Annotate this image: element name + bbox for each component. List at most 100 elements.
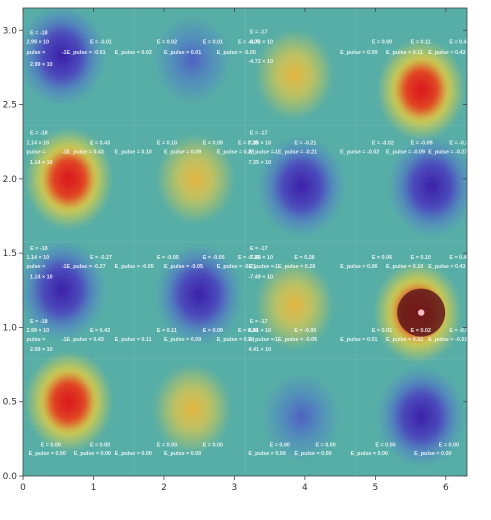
energy-annotation: E_pulse = 0.06: [340, 264, 377, 270]
energy-annotation: E = 0.00: [315, 442, 335, 448]
energy-annotation: E_pulse = 0.10: [115, 150, 152, 156]
energy-annotation: 1.14 × 10: [30, 274, 53, 280]
energy-annotation: pulse =: [27, 150, 46, 156]
energy-annotation: -1E_pulse = -0.01: [62, 50, 106, 56]
energy-annotation: -7.49 × 10: [249, 274, 273, 280]
heat-blob-cold: [257, 135, 346, 237]
highlight-marker-dot[interactable]: [417, 309, 425, 316]
energy-annotation: E = -0.27: [449, 141, 471, 147]
energy-annotation: E = -18: [30, 319, 48, 325]
energy-annotation: E = 0.00: [439, 442, 459, 448]
energy-annotation: E = 0.24: [238, 328, 258, 334]
energy-annotation: E_pulse = 0.09: [340, 50, 377, 56]
energy-annotation: E = 0.00: [90, 442, 110, 448]
energy-annotation: 1.14 × 10: [27, 141, 50, 147]
energy-annotation: E_pulse = -0.01: [428, 337, 467, 343]
energy-annotation: E = 0.00: [41, 442, 61, 448]
energy-annotation: E = -18: [30, 130, 48, 136]
heat-blob-hot: [377, 39, 465, 141]
energy-annotation: E = -0.01: [90, 40, 112, 46]
energy-annotation: -1E_pulse = 0.43: [62, 337, 104, 343]
energy-annotation: E = 0.43: [90, 141, 110, 147]
energy-annotation: E_pulse = 0.09: [164, 337, 201, 343]
x-tick-label: 1: [91, 483, 97, 493]
energy-annotation: E = 0.09: [203, 328, 223, 334]
energy-annotation: 2.99 × 10: [30, 347, 53, 353]
heat-blob-cold: [153, 15, 231, 105]
energy-annotation: E_pulse = 0.00: [74, 451, 111, 457]
energy-annotation: E = -18: [30, 31, 48, 37]
energy-annotation: E = 0.02: [411, 328, 431, 334]
energy-annotation: E = -0.09: [411, 141, 433, 147]
energy-annotation: E_pulse =: [249, 150, 274, 156]
heat-blob-cold: [23, 239, 106, 341]
energy-annotation: E = -17: [250, 29, 268, 35]
heat-blob-hot: [255, 30, 334, 120]
energy-annotation: E_pulse = 0.00: [414, 451, 451, 457]
energy-annotation: E_pulse = 0.28: [217, 150, 254, 156]
energy-annotation: E = -17: [250, 246, 268, 252]
energy-annotation: E_pulse = -0.27: [428, 150, 467, 156]
energy-annotation: E_pulse = 0.11: [115, 337, 152, 343]
energy-annotation: E_pulse = 0.02: [115, 50, 152, 56]
y-tick-label: 0.0: [3, 472, 18, 482]
y-tick-label: 2.5: [3, 101, 17, 111]
heat-blob-cold: [388, 135, 467, 237]
heat-blob-cold: [377, 366, 465, 468]
energy-annotation: E_pulse = 0.00: [115, 451, 152, 457]
energy-annotation: E_pulse = -0.02: [340, 150, 379, 156]
energy-annotation: E = 0.28: [294, 255, 314, 261]
energy-annotation: E = 0.43: [449, 40, 469, 46]
energy-annotation: E = 0.28: [238, 141, 258, 147]
energy-annotation: E_pulse = 0.11: [386, 50, 423, 56]
energy-annotation: E = -0.05: [203, 255, 225, 261]
energy-annotation: E = 0.02: [157, 40, 177, 46]
energy-annotation: 1.14 × 10: [27, 255, 50, 261]
energy-annotation: 1.14 × 10: [30, 160, 53, 166]
y-tick-label: 1.5: [3, 249, 17, 259]
energy-annotation: E = -0.21: [238, 255, 260, 261]
energy-annotation: -1E_pulse = 0.43: [62, 150, 104, 156]
y-tick-label: 2.0: [3, 175, 18, 185]
energy-annotation: E_pulse = 0.00: [351, 451, 388, 457]
energy-annotation: E = -17: [250, 319, 268, 325]
energy-annotation: -4.72 × 10: [249, 59, 273, 65]
energy-annotation: E_pulse = 0.43: [428, 50, 465, 56]
energy-annotation: E_pulse = 0.43: [428, 264, 465, 270]
energy-annotation: E = -0.01: [449, 328, 471, 334]
energy-annotation: 4.41 × 10: [249, 347, 272, 353]
energy-annotation: E_pulse = -0.21: [217, 264, 256, 270]
energy-annotation: E_pulse = 0.10: [386, 264, 423, 270]
x-tick-label: 0: [20, 483, 26, 493]
energy-annotation: -4.72 × 10: [249, 40, 273, 46]
energy-annotation: E = -0.02: [372, 141, 394, 147]
energy-annotation: E = 0.00: [203, 442, 223, 448]
energy-annotation: E = 0.01: [372, 328, 392, 334]
energy-annotation: E = 0.00: [375, 442, 395, 448]
x-tick-label: 6: [443, 483, 449, 493]
energy-annotation: -1E_pulse = -0.21: [273, 150, 317, 156]
energy-annotation: 2.99 × 10: [30, 62, 53, 68]
y-tick-label: 3.0: [3, 26, 18, 36]
energy-annotation: E_pulse =: [249, 337, 274, 343]
energy-annotation: 2.99 × 10: [27, 40, 50, 46]
energy-annotation: E = 0.00: [270, 442, 290, 448]
energy-annotation: E_pulse = 0.01: [340, 337, 377, 343]
energy-annotation: E_pulse = 0.00: [29, 451, 66, 457]
y-tick-label: 0.5: [3, 398, 17, 408]
energy-annotation: E = 0.43: [90, 328, 110, 334]
plot-frame: [22, 7, 468, 477]
energy-annotation: 7.35 × 10: [249, 160, 272, 166]
heat-blob-hot: [25, 351, 113, 453]
energy-annotation: E = 0.11: [411, 40, 431, 46]
x-tick-label: 5: [373, 483, 379, 493]
energy-annotation: E_pulse =: [249, 264, 274, 270]
energy-annotation: E_pulse = 0.01: [164, 50, 201, 56]
energy-annotation: E_pulse = -0.09: [386, 150, 425, 156]
x-tick-label: 2: [161, 483, 167, 493]
energy-annotation: E = -0.05: [157, 255, 179, 261]
energy-annotation: 7.35 × 10: [249, 141, 272, 147]
energy-annotation: E = 0.10: [411, 255, 431, 261]
energy-annotation: E = -0.27: [90, 255, 112, 261]
